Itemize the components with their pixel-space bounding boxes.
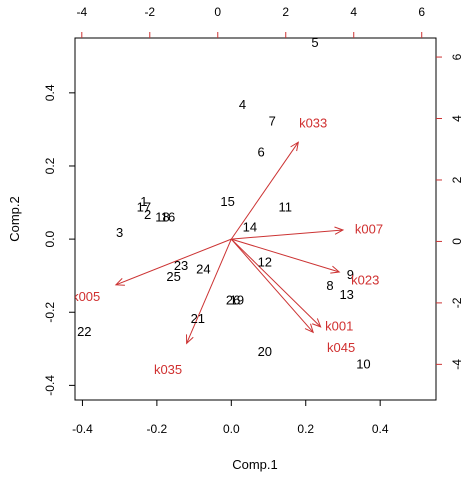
loading-arrow-k045 [230, 238, 314, 333]
loading-arrowhead-k033 [290, 141, 299, 152]
observation-label-20: 20 [258, 344, 272, 359]
right-tick-label-0: -4 [450, 359, 464, 370]
bottom-axis: -0.4 -0.2 0.0 0.2 0.4 [72, 400, 389, 436]
observation-label-3: 3 [116, 225, 123, 240]
loading-label-k035: k035 [154, 362, 182, 377]
observation-label-25: 25 [166, 269, 180, 284]
y-tick-label-3: 0.2 [43, 157, 57, 174]
observation-label-24: 24 [196, 262, 210, 277]
observation-label-14: 14 [243, 220, 257, 235]
x-axis-title: Comp.1 [232, 457, 278, 472]
observation-label-12: 12 [258, 254, 272, 269]
top-tick-label-4: 4 [350, 5, 357, 19]
observation-label-2: 2 [144, 207, 151, 222]
loading-labels: k033 k007 k023 k001 k045 k035 k005 [72, 115, 383, 377]
loading-arrowhead-k007 [334, 226, 345, 235]
observation-label-6: 6 [257, 145, 264, 160]
loading-arrow-k007 [231, 229, 343, 240]
observation-label-7: 7 [269, 114, 276, 129]
observation-label-21: 21 [191, 311, 205, 326]
loading-label-k007: k007 [355, 221, 383, 236]
loading-label-k033: k033 [299, 115, 327, 130]
top-tick-label-5: 6 [418, 5, 425, 19]
top-tick-label-2: 0 [214, 5, 221, 19]
loading-arrows [114, 141, 345, 345]
y-tick-label-1: -0.2 [43, 302, 57, 323]
observation-label-22: 22 [77, 324, 91, 339]
loading-arrowhead-k035 [186, 334, 194, 345]
loading-arrow-k023 [231, 238, 340, 273]
right-tick-label-5: 6 [450, 53, 464, 60]
observation-label-13: 13 [339, 287, 353, 302]
y-axis-title: Comp.2 [7, 196, 22, 242]
observation-label-1: 1 [140, 194, 147, 209]
right-axis: -4 -2 0 2 4 6 [436, 53, 464, 370]
right-tick-label-1: -2 [450, 297, 464, 308]
left-axis: -0.4 -0.2 0.0 0.2 0.4 [43, 84, 75, 396]
observation-label-23: 23 [174, 258, 188, 273]
right-tick-label-2: 0 [450, 238, 464, 245]
loading-label-k045: k045 [327, 340, 355, 355]
loading-arrow-k033 [230, 141, 299, 240]
x-tick-label-1: -0.2 [147, 422, 168, 436]
observation-label-10: 10 [356, 357, 370, 372]
loading-arrow-k035 [186, 238, 232, 344]
observation-label-5: 5 [311, 35, 318, 50]
observation-label-26: 26 [226, 293, 240, 308]
plot-frame [74, 37, 437, 401]
observation-label-15: 15 [220, 194, 234, 209]
loading-label-k001: k001 [325, 318, 353, 333]
right-tick-label-3: 2 [450, 176, 464, 183]
loading-arrow-k001 [230, 238, 321, 328]
observation-label-8: 8 [326, 278, 333, 293]
loading-arrowhead-k023 [330, 265, 341, 274]
top-tick-label-3: 2 [282, 5, 289, 19]
observation-label-18: 18 [155, 209, 169, 224]
observation-label-19: 19 [230, 293, 244, 308]
observation-label-11: 11 [279, 199, 293, 214]
observation-label-16: 16 [161, 209, 175, 224]
observation-label-17: 17 [137, 199, 151, 214]
x-tick-label-4: 0.4 [372, 422, 389, 436]
loading-arrowhead-k001 [312, 318, 322, 328]
x-tick-label-2: 0.0 [223, 422, 240, 436]
observation-label-9: 9 [347, 267, 354, 282]
top-axis: -4 -2 0 2 4 6 [76, 5, 425, 38]
right-tick-label-4: 4 [450, 115, 464, 122]
loading-arrow-k005 [115, 238, 232, 286]
loading-arrowhead-k005 [114, 278, 125, 286]
y-tick-label-0: -0.4 [43, 375, 57, 396]
x-tick-label-0: -0.4 [72, 422, 93, 436]
x-tick-label-3: 0.2 [297, 422, 314, 436]
loading-arrowhead-k045 [304, 323, 314, 334]
top-tick-label-0: -4 [76, 5, 87, 19]
y-tick-label-4: 0.4 [43, 84, 57, 101]
observation-label-4: 4 [239, 97, 246, 112]
loading-label-k005: k005 [72, 289, 100, 304]
loading-label-k023: k023 [351, 273, 379, 288]
y-tick-label-2: 0.0 [43, 230, 57, 247]
top-tick-label-1: -2 [144, 5, 155, 19]
